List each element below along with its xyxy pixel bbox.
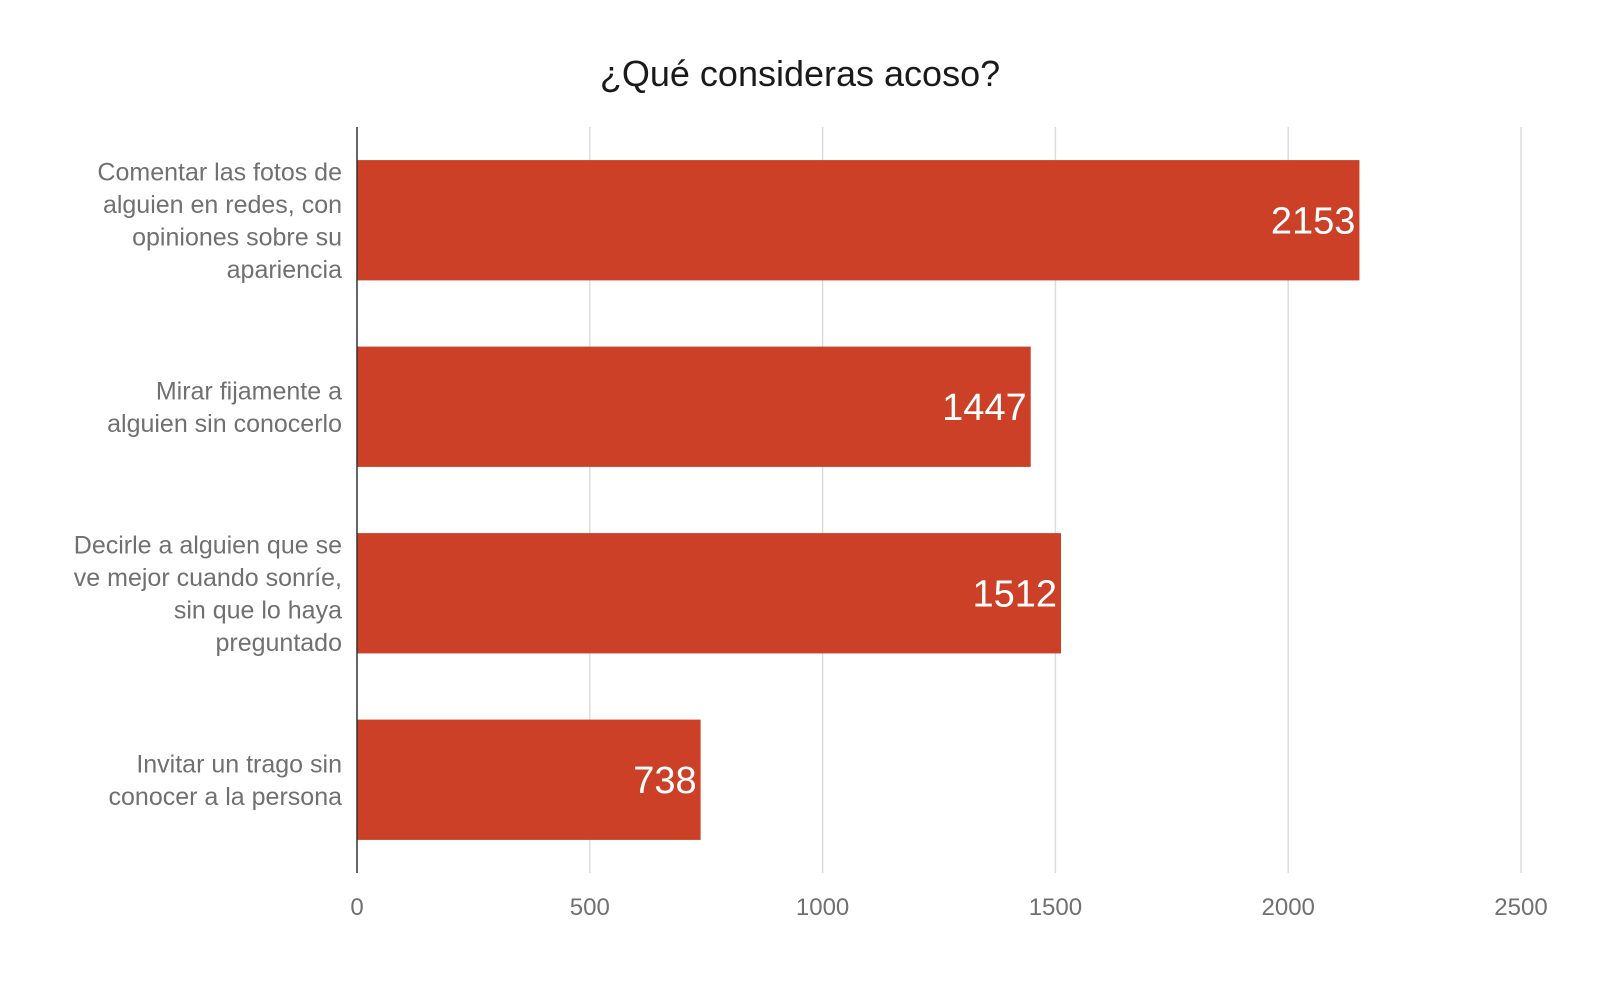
- category-label-line: conocer a la persona: [109, 783, 343, 811]
- category-label: Invitar un trago sin conocer a la persona: [109, 751, 343, 812]
- category-label-line: sin que lo haya: [174, 597, 342, 625]
- x-tick-label: 1500: [1029, 894, 1082, 921]
- category-label: Comentar las fotos de alguien en redes, c…: [97, 159, 342, 285]
- x-tick-label: 1000: [796, 894, 849, 921]
- bar: [357, 346, 1031, 467]
- chart-title: ¿Qué consideras acoso?: [600, 53, 1000, 94]
- category-label: Mirar fijamente a alguien sin conocerlo: [107, 378, 342, 439]
- x-tick-label: 2000: [1262, 894, 1315, 921]
- data-label: 1512: [972, 573, 1057, 615]
- labels: 0 500 1000 1500 2000 2500 2153 Comentar las fot…: [74, 159, 1548, 922]
- category-label-line: preguntado: [215, 629, 342, 657]
- category-label-line: ve mejor cuando sonríe,: [74, 564, 342, 592]
- category-label-line: alguien sin conocerlo: [107, 410, 342, 438]
- category-label-line: Comentar las fotos de: [97, 159, 342, 187]
- category-label-line: Mirar fijamente a: [156, 378, 342, 406]
- category-label-line: opiniones sobre su: [132, 224, 342, 252]
- x-tick-label: 2500: [1494, 894, 1547, 921]
- category-label-line: Invitar un trago sin: [136, 751, 342, 779]
- x-tick-label: 500: [570, 894, 610, 921]
- category-label-line: alguien en redes, con: [103, 191, 342, 219]
- data-label: 738: [633, 760, 696, 802]
- data-label: 2153: [1271, 200, 1356, 242]
- x-tick-label: 0: [350, 894, 363, 921]
- category-label-line: apariencia: [227, 256, 342, 284]
- category-label-line: Decirle a alguien que se: [74, 532, 342, 560]
- bar: [357, 533, 1061, 654]
- category-label: Decirle a alguien que se ve mejor cuando …: [74, 532, 342, 658]
- bar: [357, 719, 701, 840]
- bar: [357, 160, 1360, 281]
- bars: [356, 127, 1360, 873]
- data-label: 1447: [942, 387, 1027, 429]
